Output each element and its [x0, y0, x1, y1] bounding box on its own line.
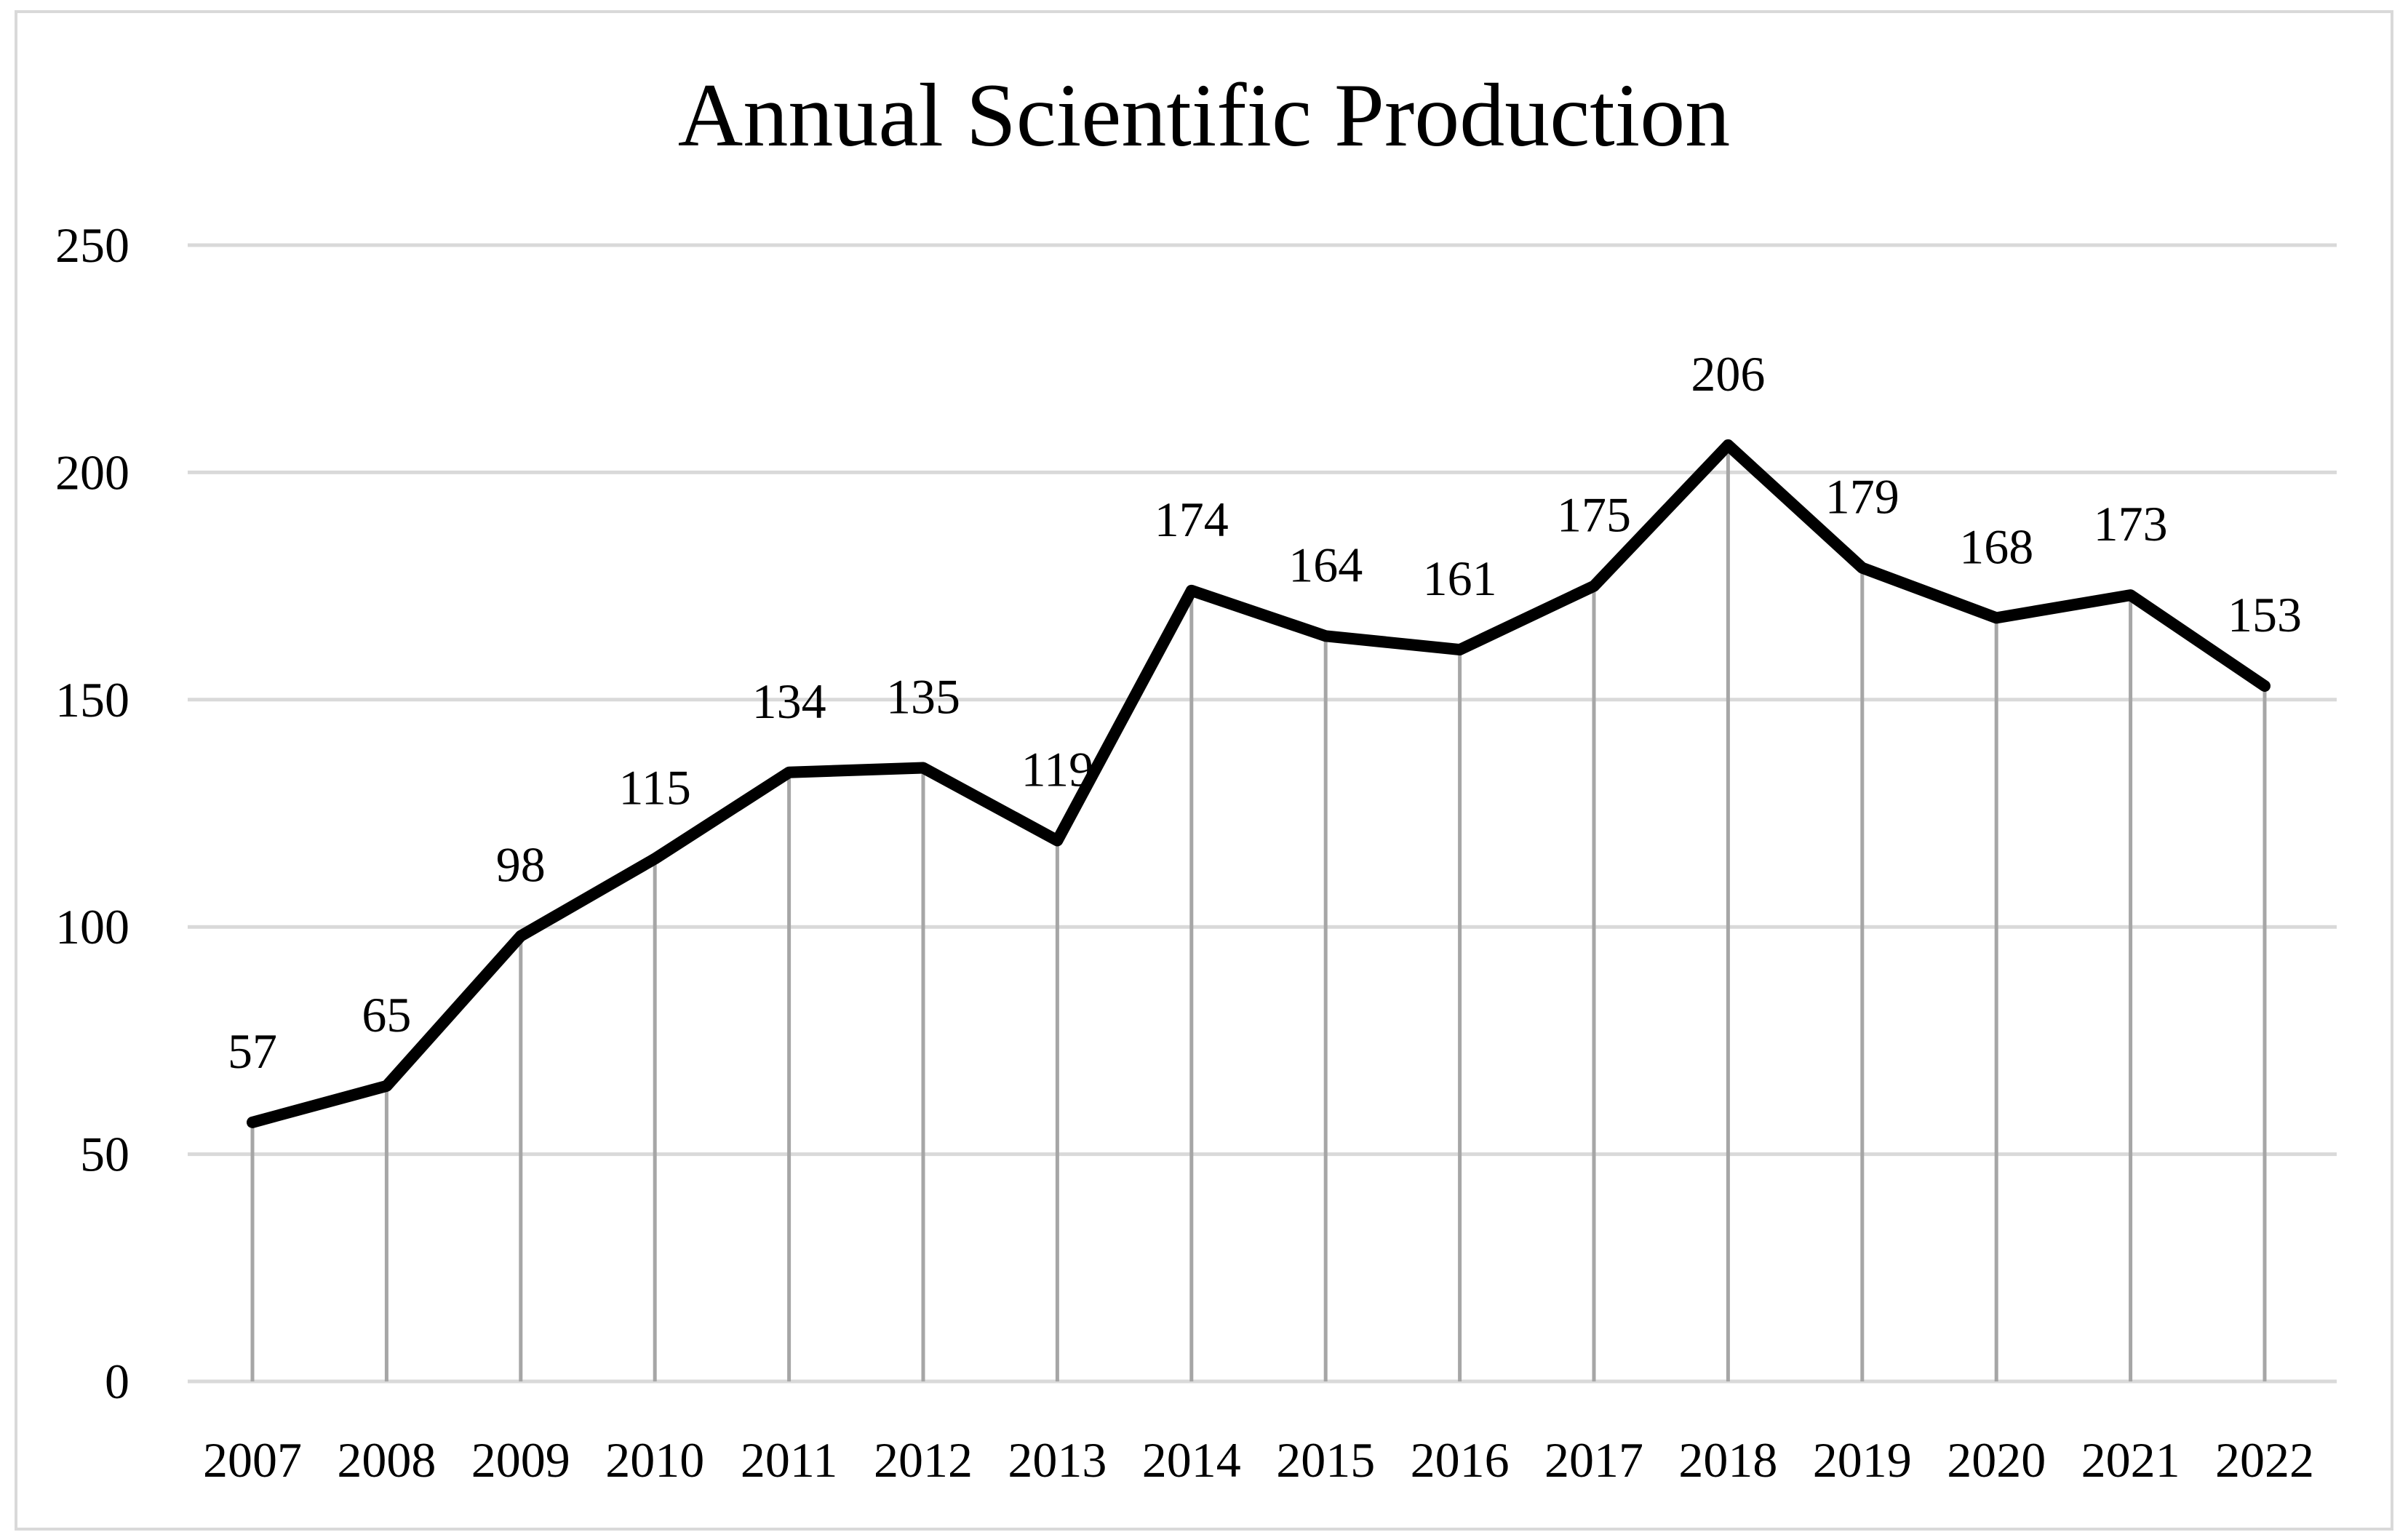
data-label: 164 [1288, 537, 1363, 592]
x-tick-label: 2017 [1544, 1432, 1643, 1488]
x-tick-label: 2012 [874, 1432, 973, 1488]
data-point [1187, 586, 1196, 595]
x-tick-label: 2022 [2215, 1432, 2314, 1488]
data-point [248, 1117, 257, 1127]
x-tick-label: 2009 [471, 1432, 570, 1488]
data-point [1321, 631, 1331, 641]
data-label: 98 [496, 837, 546, 893]
data-point [1053, 836, 1062, 845]
data-label: 57 [228, 1024, 277, 1079]
data-point [2126, 591, 2135, 600]
data-point [650, 854, 660, 863]
data-label: 153 [2228, 587, 2302, 642]
x-axis-tick-labels: 2007 2008 2009 2010 2011 2012 2013 2014 2015 2016… [203, 1432, 2314, 1488]
data-point [1992, 613, 2001, 623]
data-label: 206 [1691, 346, 1765, 402]
data-label: 168 [1959, 519, 2033, 574]
x-tick-label: 2019 [1813, 1432, 1912, 1488]
y-tick-label: 250 [55, 218, 129, 273]
data-labels: 57 65 98 115 134 135 119 174 164 161 175 206 179 168 1… [228, 346, 2302, 1079]
y-tick-label: 100 [55, 899, 129, 954]
data-point [516, 931, 525, 941]
x-tick-label: 2008 [337, 1432, 436, 1488]
y-axis-tick-labels: 0 50 100 150 200 250 [55, 218, 129, 1409]
y-tick-label: 50 [80, 1127, 129, 1182]
gridlines [188, 243, 2337, 1384]
data-label: 115 [618, 759, 690, 815]
x-tick-label: 2011 [741, 1432, 837, 1488]
x-tick-label: 2007 [203, 1432, 302, 1488]
y-tick-label: 0 [105, 1354, 129, 1409]
data-point [2260, 682, 2269, 691]
data-label: 174 [1155, 492, 1229, 547]
drop-lines [250, 444, 2267, 1381]
x-tick-label: 2014 [1142, 1432, 1241, 1488]
data-point [1857, 563, 1867, 572]
series-line [247, 439, 2271, 1128]
x-tick-label: 2021 [2081, 1432, 2180, 1488]
data-point [1590, 581, 1598, 591]
data-label: 175 [1557, 487, 1631, 543]
x-tick-label: 2018 [1678, 1432, 1777, 1488]
series-layer [247, 439, 2271, 1128]
data-label: 179 [1825, 469, 1899, 524]
data-point [1723, 440, 1733, 450]
data-point [784, 767, 794, 777]
data-label: 65 [362, 987, 411, 1042]
data-label: 135 [886, 669, 960, 725]
x-tick-label: 2015 [1276, 1432, 1375, 1488]
data-label: 173 [2094, 496, 2168, 551]
data-label: 161 [1423, 551, 1497, 606]
data-point [1455, 645, 1464, 655]
data-point [919, 763, 928, 773]
x-tick-label: 2016 [1411, 1432, 1510, 1488]
chart-title: Annual Scientific Production [678, 65, 1730, 165]
y-tick-label: 150 [55, 672, 129, 727]
x-tick-label: 2010 [605, 1432, 704, 1488]
x-tick-label: 2020 [1947, 1432, 2046, 1488]
y-tick-label: 200 [55, 444, 129, 500]
x-tick-label: 2013 [1008, 1432, 1107, 1488]
data-label: 119 [1021, 741, 1093, 797]
data-point [382, 1081, 391, 1090]
data-label: 134 [752, 674, 826, 729]
